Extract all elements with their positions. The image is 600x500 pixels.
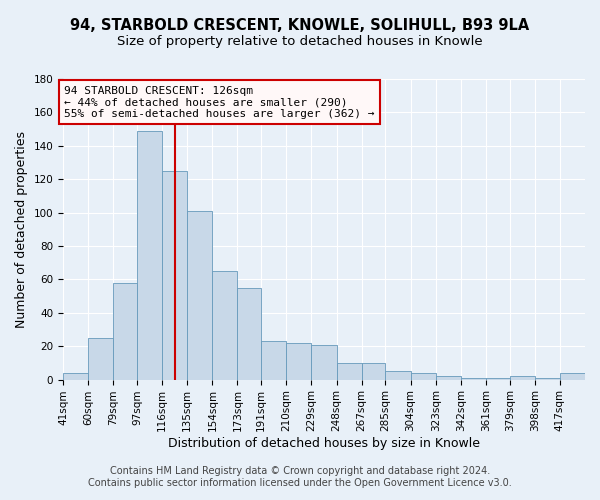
Bar xyxy=(311,344,337,380)
Bar xyxy=(261,341,286,380)
Bar xyxy=(238,288,261,380)
Bar xyxy=(63,373,88,380)
Bar xyxy=(88,338,113,380)
Bar xyxy=(535,378,560,380)
Text: Size of property relative to detached houses in Knowle: Size of property relative to detached ho… xyxy=(117,35,483,48)
Bar xyxy=(113,282,137,380)
Bar xyxy=(362,363,385,380)
X-axis label: Distribution of detached houses by size in Knowle: Distribution of detached houses by size … xyxy=(168,437,480,450)
Bar xyxy=(162,171,187,380)
Text: 94 STARBOLD CRESCENT: 126sqm
← 44% of detached houses are smaller (290)
55% of s: 94 STARBOLD CRESCENT: 126sqm ← 44% of de… xyxy=(64,86,375,119)
Bar xyxy=(212,271,238,380)
Bar xyxy=(436,376,461,380)
Bar xyxy=(486,378,509,380)
Text: Contains HM Land Registry data © Crown copyright and database right 2024.
Contai: Contains HM Land Registry data © Crown c… xyxy=(88,466,512,487)
Y-axis label: Number of detached properties: Number of detached properties xyxy=(15,131,28,328)
Bar xyxy=(509,376,535,380)
Bar xyxy=(385,371,410,380)
Bar xyxy=(560,373,585,380)
Bar xyxy=(187,211,212,380)
Bar xyxy=(461,378,486,380)
Bar xyxy=(337,363,362,380)
Bar xyxy=(410,373,436,380)
Bar xyxy=(286,343,311,380)
Bar xyxy=(137,131,162,380)
Text: 94, STARBOLD CRESCENT, KNOWLE, SOLIHULL, B93 9LA: 94, STARBOLD CRESCENT, KNOWLE, SOLIHULL,… xyxy=(70,18,530,32)
